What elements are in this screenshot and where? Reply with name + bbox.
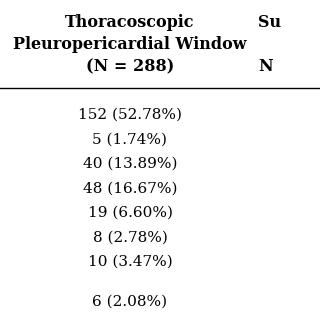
Text: 10 (3.47%): 10 (3.47%) [88,255,172,269]
Text: 8 (2.78%): 8 (2.78%) [92,230,167,244]
Text: Pleuropericardial Window: Pleuropericardial Window [13,36,247,53]
Text: 5 (1.74%): 5 (1.74%) [92,132,167,147]
Text: (N = 288): (N = 288) [86,58,174,75]
Text: Thoracoscopic: Thoracoscopic [65,14,195,31]
Text: N: N [258,58,273,75]
Text: 19 (6.60%): 19 (6.60%) [87,206,172,220]
Text: 40 (13.89%): 40 (13.89%) [83,157,177,171]
Text: 6 (2.08%): 6 (2.08%) [92,294,168,308]
Text: Su: Su [258,14,281,31]
Text: 152 (52.78%): 152 (52.78%) [78,108,182,122]
Text: 48 (16.67%): 48 (16.67%) [83,181,177,196]
